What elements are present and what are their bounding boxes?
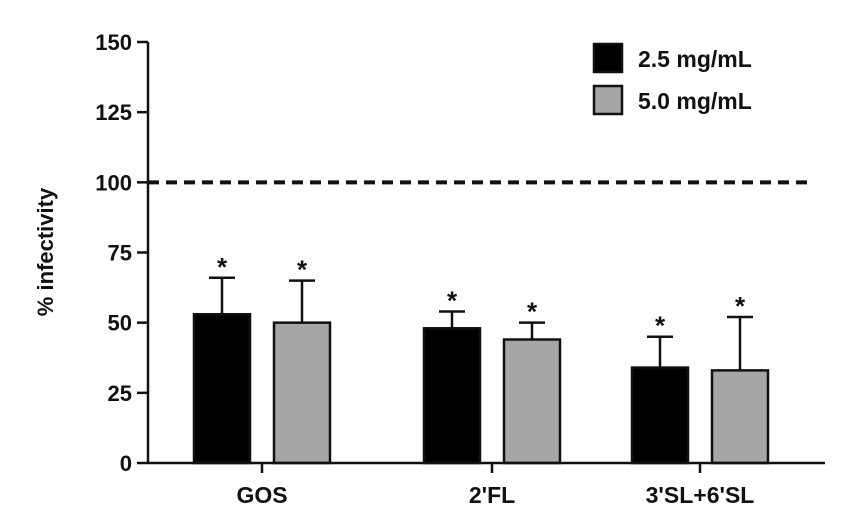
significance-marker: * xyxy=(527,297,538,327)
significance-marker: * xyxy=(297,255,308,285)
bar-3-sl-6-sl-2-5-mg-ml xyxy=(630,366,690,465)
x-category-label: 3'SL+6'SL xyxy=(646,482,755,508)
significance-marker: * xyxy=(217,252,228,282)
legend-swatch-2-5-mg-ml xyxy=(592,42,624,74)
bar-3-sl-6-sl-5-0-mg-ml xyxy=(710,369,770,465)
significance-marker: * xyxy=(735,291,746,321)
y-tick-label: 100 xyxy=(95,170,132,195)
x-category-label: 2'FL xyxy=(469,482,515,508)
legend-label-5-0-mg-ml: 5.0 mg/mL xyxy=(638,88,752,114)
bar-2-fl-5-0-mg-ml xyxy=(502,338,562,465)
y-tick-label: 25 xyxy=(108,381,132,406)
bar-gos-5-0-mg-ml xyxy=(272,321,332,465)
y-tick-label: 125 xyxy=(95,100,132,125)
bars-layer: * * * * * * xyxy=(192,252,770,465)
y-tick-label: 50 xyxy=(108,311,132,336)
x-category-label: GOS xyxy=(236,482,287,508)
y-axis-title: % infectivity xyxy=(33,187,58,316)
legend-swatch-5-0-mg-ml xyxy=(592,84,624,116)
significance-marker: * xyxy=(447,285,458,315)
legend-label-2-5-mg-ml: 2.5 mg/mL xyxy=(638,46,752,72)
x-labels-layer: GOS 2'FL 3'SL+6'SL xyxy=(236,463,754,508)
y-tick-label: 150 xyxy=(95,30,132,55)
y-ticks-layer: 0 25 50 75 100 125 150 xyxy=(95,30,148,476)
y-tick-label: 75 xyxy=(108,241,132,266)
bar-gos-2-5-mg-ml xyxy=(192,312,252,465)
bar-2-fl-2-5-mg-ml xyxy=(422,327,482,465)
y-tick-label: 0 xyxy=(120,451,132,476)
legend: 2.5 mg/mL 5.0 mg/mL xyxy=(592,42,752,116)
significance-marker: * xyxy=(655,311,666,341)
